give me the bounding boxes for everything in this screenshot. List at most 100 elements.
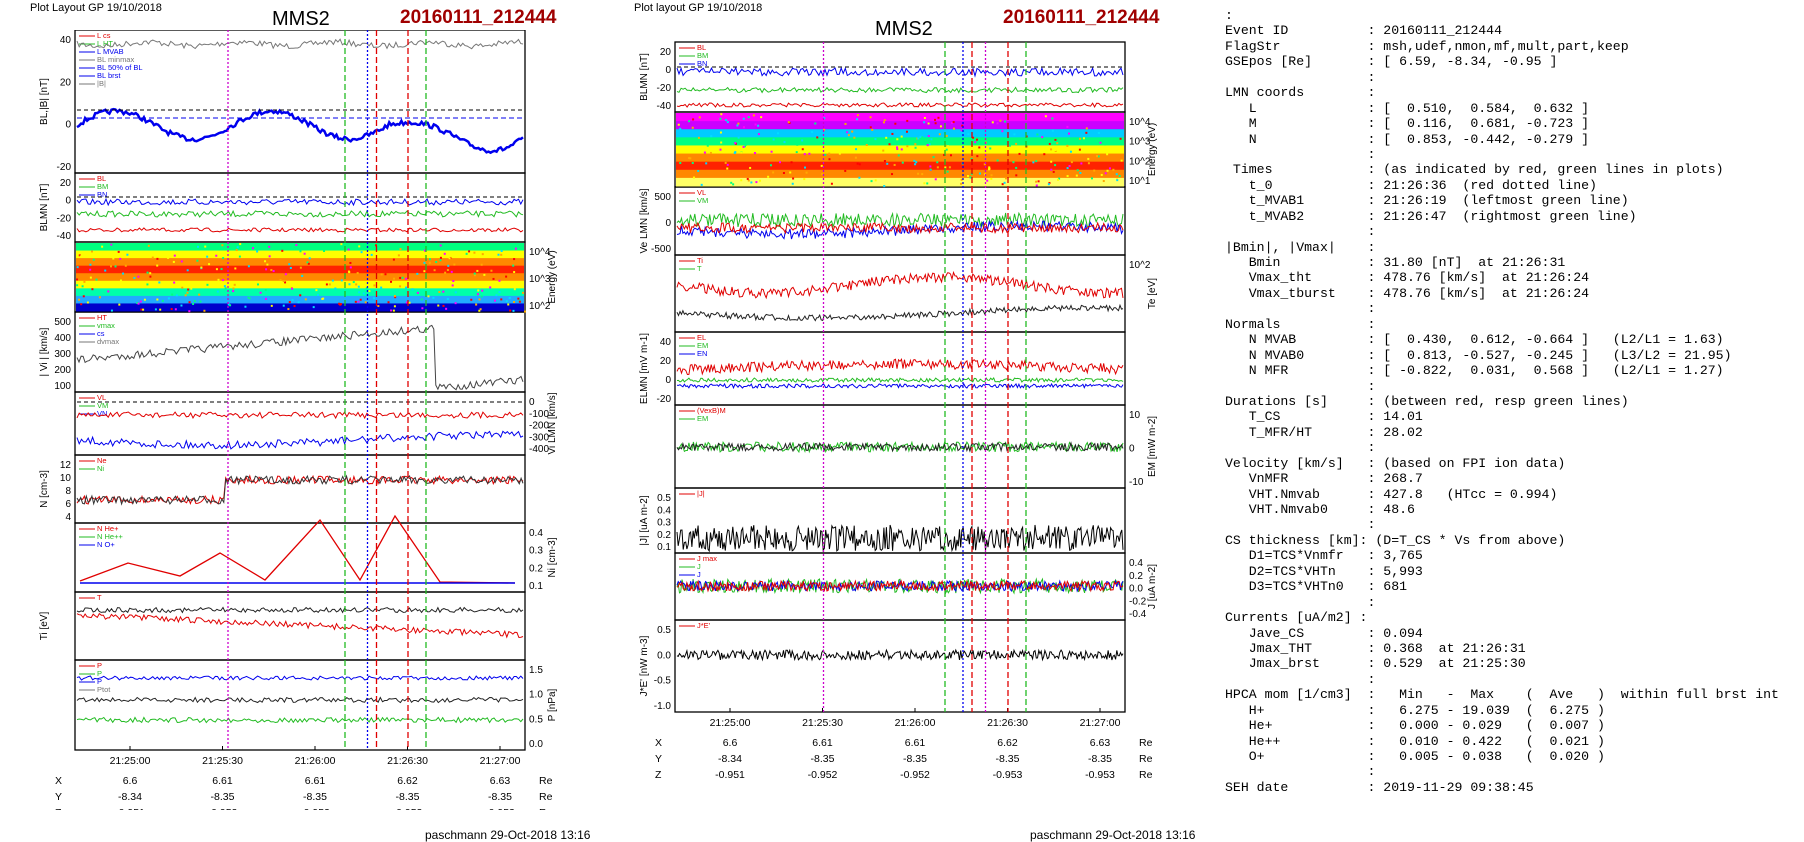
middle_plot-ephem-value: -0.952: [900, 769, 930, 781]
info-line: t_0 : 21:26:36 (red dotted line): [1225, 177, 1597, 193]
left-spectrogram-speck: [276, 282, 279, 285]
left_plot-ephem-unit: Re: [539, 807, 553, 810]
middle-spectrogram-speck: [974, 141, 977, 144]
left-ti-trace: [76, 606, 524, 614]
left-spectrogram-speck: [500, 253, 503, 256]
left_plot-panel-ytick: 0: [529, 397, 535, 408]
left-spectrogram-speck: [481, 253, 484, 256]
left-spectrogram-speck: [432, 296, 435, 299]
middle-spectrogram-speck: [858, 163, 861, 166]
middle-spectrogram-speck: [732, 183, 735, 186]
middle-spectrogram-speck: [1115, 173, 1118, 176]
left-he-pp-trace: [79, 514, 516, 584]
left-spectrogram-speck: [264, 297, 267, 300]
middle-spectrogram-speck: [883, 185, 886, 188]
middle-spectrogram-speck: [1050, 168, 1053, 171]
left-spectrogram-speck: [518, 299, 521, 302]
middle-spectrogram-speck: [737, 122, 740, 125]
left-spectrogram-speck: [268, 245, 271, 248]
left-spectrogram-speck: [170, 308, 173, 311]
middle-spectrogram-speck: [742, 126, 745, 129]
middle-spectrogram-speck: [929, 168, 932, 171]
left-spectrogram-speck: [304, 298, 307, 301]
left-spectrogram-speck: [428, 258, 431, 261]
middle_plot-panel-ytick: 0: [665, 218, 671, 229]
left_plot-panel-legend: VN: [97, 409, 107, 418]
left-spectrogram-speck: [359, 298, 362, 301]
middle-spectrogram-speck: [679, 162, 682, 165]
middle_plot-ephem-value: -8.35: [996, 753, 1020, 765]
left-spectrogram-speck: [149, 275, 152, 278]
middle-spectrogram-speck: [1066, 175, 1069, 178]
left-spectrogram-speck: [508, 296, 511, 299]
middle-spectrogram-speck: [726, 163, 729, 166]
middle-spectrogram-speck: [1015, 142, 1018, 145]
info-line: Event ID : 20160111_212444: [1225, 23, 1502, 39]
left-spectrogram-speck: [437, 304, 440, 307]
left_plot-panel-ytick: 0.2: [529, 563, 543, 574]
left_plot-panel-ytick: 300: [54, 349, 71, 360]
info-line: t_MVAB1 : 21:26:19 (leftmost green line): [1225, 193, 1629, 209]
info-line: :: [1225, 517, 1376, 533]
left-spectrogram-speck: [445, 307, 448, 310]
middle-spectrogram-speck: [1035, 160, 1038, 163]
middle-spectrogram-speck: [1100, 173, 1103, 176]
middle-spectrogram-speck: [919, 135, 922, 138]
middle-spectrogram-speck: [767, 175, 770, 178]
middle_plot-panel-ylabel: |J| [uA m-2]: [639, 495, 650, 545]
middle-spectrogram-speck: [801, 139, 804, 142]
middle-spectrogram-speck: [882, 121, 885, 124]
left-spectrogram-speck: [272, 270, 275, 273]
left-spectrogram-speck: [301, 274, 304, 277]
left-spectrogram-speck: [299, 266, 302, 269]
left_plot-panel-frame: [74, 172, 526, 243]
left-spectrogram-speck: [217, 278, 220, 281]
middle-spectrogram-speck: [991, 121, 994, 124]
info-line: :: [1225, 594, 1376, 610]
left_plot-ephem-value: 6.61: [212, 775, 233, 787]
middle-spectrogram-speck: [1054, 164, 1057, 167]
left-spectrogram-speck: [126, 253, 129, 256]
left_plot-ephem-value: -0.952: [300, 807, 330, 810]
middle-spectrogram-speck: [1068, 132, 1071, 135]
middle-spectrogram-speck: [975, 138, 978, 141]
left_plot-panel-legend: N He+: [97, 524, 119, 533]
left-spectrogram-speck: [289, 266, 292, 269]
middle_plot-ephem-value: 6.61: [905, 737, 926, 749]
info-line: :: [1225, 671, 1376, 687]
left_plot-panel-legend: Ptot: [97, 685, 111, 694]
left_plot-ephem-value: -0.953: [485, 807, 515, 810]
middle_plot-ephem-value: -0.951: [715, 769, 745, 781]
middle_plot-panel-ytick: -10: [1129, 477, 1144, 488]
left_plot-time-tick: 21:25:30: [202, 755, 243, 767]
left_plot-panel-ylabel: Energy (eV): [547, 250, 558, 303]
middle-spectrogram-speck: [1072, 141, 1075, 144]
left-spectrogram-speck: [118, 303, 121, 306]
middle-spectrogram-band: [676, 121, 1124, 130]
middle_plot-panel-legend: J: [697, 570, 701, 579]
middle-spectrogram-speck: [814, 122, 817, 125]
left-spectrogram-speck: [192, 302, 195, 305]
left-spectrogram-speck: [284, 273, 287, 276]
left-spectrogram-speck: [221, 279, 224, 282]
middle-spectrogram-speck: [952, 121, 955, 124]
left-spectrogram-speck: [325, 283, 328, 286]
left-spectrogram-speck: [146, 271, 149, 274]
left-p-green-trace: [76, 716, 524, 724]
left_plot-panel-legend: VM: [97, 401, 108, 410]
middle-spectrogram-speck: [937, 116, 940, 119]
left-spectrogram-speck: [262, 250, 265, 253]
left-spectrogram-speck: [390, 309, 393, 312]
middle-spectrogram-speck: [1085, 131, 1088, 134]
middle-el-trace: [676, 358, 1124, 376]
left-spectrogram-speck: [244, 305, 247, 308]
info-line: Velocity [km/s] : (based on FPI ion data…: [1225, 455, 1566, 471]
left_plot-ephem-value: -8.35: [211, 791, 235, 803]
left-absb-trace: [76, 38, 524, 50]
left-spectrogram-speck: [204, 245, 207, 248]
middle-spectrogram-speck: [1104, 143, 1107, 146]
middle-spectrogram-speck: [851, 130, 854, 133]
left-spectrogram-speck: [188, 310, 191, 313]
info-line: VnMFR : 268.7: [1225, 471, 1423, 487]
left_plot-panel-frame: [74, 591, 526, 661]
